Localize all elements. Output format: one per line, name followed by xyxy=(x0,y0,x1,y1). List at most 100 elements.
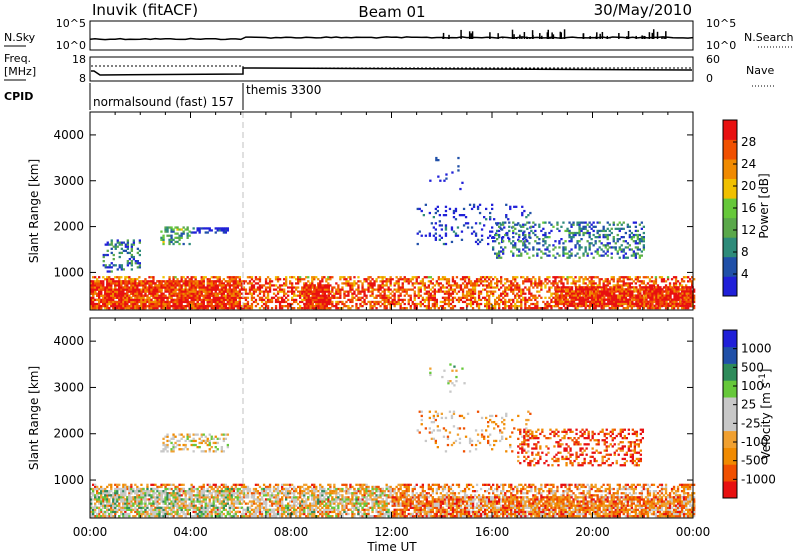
heatmap-cell xyxy=(373,284,376,287)
heatmap-cell xyxy=(665,302,668,305)
heatmap-cell xyxy=(605,302,608,305)
heatmap-cell xyxy=(102,264,105,267)
heatmap-cell xyxy=(230,307,234,310)
heatmap-cell xyxy=(417,296,420,299)
heatmap-cell xyxy=(568,231,571,235)
heatmap-cell xyxy=(102,286,105,289)
heatmap-cell xyxy=(482,276,485,279)
heatmap-cell xyxy=(653,294,656,297)
heatmap-cell xyxy=(291,298,294,302)
heatmap-cell xyxy=(580,296,584,299)
heatmap-cell xyxy=(635,290,638,293)
heatmap-cell xyxy=(313,284,316,287)
heatmap-cell xyxy=(190,298,193,302)
heatmap-cell xyxy=(142,298,145,302)
heatmap-cell xyxy=(160,236,163,239)
heatmap-cell xyxy=(447,300,451,304)
heatmap-cell xyxy=(689,304,692,307)
heatmap-cell xyxy=(542,221,545,224)
heatmap-cell xyxy=(222,305,226,308)
heatmap-cell xyxy=(248,288,252,291)
heatmap-cell xyxy=(343,278,346,281)
heatmap-cell xyxy=(641,286,644,289)
heatmap-cell xyxy=(357,290,360,293)
heatmap-cell xyxy=(102,253,105,257)
heatmap-cell xyxy=(437,282,441,285)
heatmap-cell xyxy=(548,250,551,253)
heatmap-cell xyxy=(329,276,332,279)
heatmap-cell xyxy=(676,307,680,310)
heatmap-cell xyxy=(578,276,581,279)
heatmap-cell xyxy=(544,307,547,310)
heatmap-cell xyxy=(136,302,139,306)
heatmap-cell xyxy=(128,278,131,281)
heatmap-cell xyxy=(335,305,338,308)
heatmap-cell xyxy=(576,240,579,243)
heatmap-cell xyxy=(114,282,117,285)
heatmap-cell xyxy=(274,298,278,302)
heatmap-cell xyxy=(550,223,553,226)
heatmap-cell xyxy=(114,247,117,250)
heatmap-cell xyxy=(274,300,278,304)
heatmap-cell xyxy=(216,300,219,304)
heatmap-cell xyxy=(212,288,215,291)
heatmap-cell xyxy=(479,280,483,283)
heatmap-cell xyxy=(637,298,640,301)
freq-frame xyxy=(89,56,694,82)
heatmap-cell xyxy=(584,221,587,224)
heatmap-cell xyxy=(657,300,660,303)
heatmap-cell xyxy=(389,288,392,291)
heatmap-cell xyxy=(377,276,380,279)
heatmap-cell xyxy=(483,216,486,219)
heatmap-cell xyxy=(186,284,189,287)
heatmap-cell xyxy=(609,296,612,299)
heatmap-cell xyxy=(166,300,169,304)
heatmap-cell xyxy=(451,280,455,283)
heatmap-cell xyxy=(132,302,135,306)
heatmap-cell xyxy=(471,294,475,297)
heatmap-cell xyxy=(660,290,664,293)
heatmap-cell xyxy=(649,294,652,297)
heatmap-cell xyxy=(589,300,592,303)
heatmap-cell xyxy=(202,300,205,304)
heatmap-cell xyxy=(580,302,584,305)
heatmap-cell xyxy=(452,209,456,213)
heatmap-cell xyxy=(447,284,451,287)
heatmap-cell xyxy=(508,307,511,310)
heatmap-cell xyxy=(602,227,605,230)
heatmap-cell xyxy=(186,290,189,293)
heatmap-cell xyxy=(118,307,121,310)
heatmap-cell xyxy=(507,236,510,239)
heatmap-cell xyxy=(687,300,690,303)
heatmap-cell xyxy=(599,286,602,289)
heatmap-cell xyxy=(272,292,276,295)
heatmap-cell xyxy=(460,238,464,241)
heatmap-cell xyxy=(379,276,382,279)
heatmap-cell xyxy=(401,307,404,310)
heatmap-cell xyxy=(341,302,344,306)
heatmap-cell xyxy=(433,296,437,299)
heatmap-cell xyxy=(180,236,183,239)
heatmap-cell xyxy=(427,290,431,293)
heatmap-cell xyxy=(351,288,354,291)
heatmap-cell xyxy=(122,292,125,295)
heatmap-cell xyxy=(500,223,503,226)
heatmap-cell xyxy=(641,298,644,301)
heatmap-cell xyxy=(226,302,230,306)
heatmap-cell xyxy=(329,292,332,295)
heatmap-cell xyxy=(393,282,396,285)
heatmap-cell xyxy=(578,223,581,226)
heatmap-cell xyxy=(122,268,126,271)
heatmap-cell xyxy=(538,225,541,228)
heatmap-cell xyxy=(130,290,133,293)
heatmap-cell xyxy=(383,302,386,306)
heatmap-cell xyxy=(444,232,448,235)
heatmap-cell xyxy=(497,222,500,225)
heatmap-cell xyxy=(268,300,272,304)
heatmap-cell xyxy=(552,284,555,287)
heatmap-cell xyxy=(609,302,612,305)
heatmap-cell xyxy=(570,298,574,301)
heatmap-cell xyxy=(110,243,113,246)
heatmap-cell xyxy=(528,288,531,291)
heatmap-cell xyxy=(434,207,438,211)
